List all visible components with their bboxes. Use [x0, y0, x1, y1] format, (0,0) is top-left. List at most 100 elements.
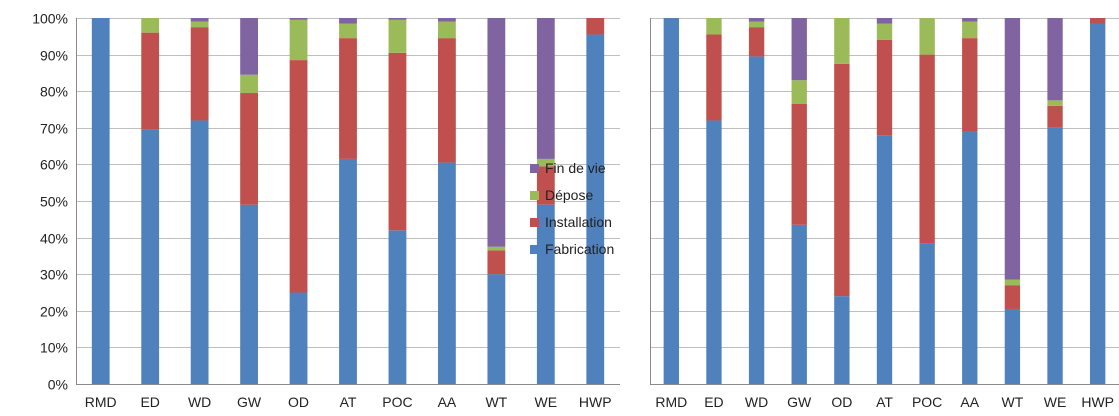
x-tick-label: POC — [912, 394, 942, 410]
bar-segment-gw-0 — [791, 224, 807, 384]
bar-segment-od-2 — [834, 18, 850, 64]
y-tick-label: 30% — [40, 267, 68, 283]
bar-segment-wd-0 — [748, 56, 765, 385]
bar-segment-aa-3 — [962, 18, 978, 22]
bar-segment-aa-1 — [962, 38, 978, 132]
bar-segment-hwp-1 — [1090, 18, 1106, 24]
bar-segment-ed-0 — [706, 120, 722, 384]
x-tick-label: WE — [535, 394, 558, 410]
x-tick-label: RMD — [655, 394, 687, 410]
bar-segment-wd-2 — [190, 21, 209, 28]
bar-segment-od-2 — [289, 19, 308, 61]
bar-segment-wt-1 — [487, 250, 506, 275]
bar-segment-we-3 — [1047, 18, 1063, 101]
bar-segment-gw-1 — [240, 93, 258, 205]
bar-segment-poc-2 — [388, 19, 407, 53]
bar-segment-hwp-1 — [586, 18, 605, 35]
x-tick-label: POC — [382, 394, 412, 410]
bar-segment-at-0 — [876, 135, 893, 384]
legend: Fin de vie Dépose Installation Fabrication — [530, 160, 614, 257]
bar-segment-at-1 — [876, 39, 893, 136]
y-tick-label: 40% — [40, 231, 68, 247]
bar-segment-poc-0 — [388, 230, 407, 384]
bar-segment-poc-1 — [388, 52, 407, 231]
bar-segment-od-0 — [834, 296, 850, 384]
x-tick-label: AT — [876, 394, 893, 410]
bar-segment-wt-1 — [1004, 285, 1021, 309]
bar-segment-poc-3 — [388, 18, 407, 20]
bar-segment-at-1 — [339, 38, 357, 159]
bar-segment-wd-3 — [748, 18, 765, 22]
y-tick-label: 90% — [40, 48, 68, 64]
bar-segment-we-1 — [1047, 105, 1063, 128]
bar-segment-aa-2 — [962, 21, 978, 39]
bar-segment-gw-3 — [791, 18, 807, 81]
bar-segment-wt-0 — [487, 274, 506, 384]
bar-segment-we-1 — [536, 166, 555, 205]
bar-segment-wd-3 — [190, 18, 209, 22]
bar-segment-we-2 — [536, 158, 555, 167]
bar-segment-od-1 — [834, 63, 850, 297]
bar-segment-aa-0 — [438, 162, 456, 384]
bar-segment-rmd-0 — [663, 18, 679, 384]
bar-segment-at-0 — [339, 158, 357, 384]
bar-segment-hwp-0 — [1090, 23, 1106, 385]
bar-segment-ed-2 — [141, 18, 160, 33]
bar-segment-aa-2 — [438, 21, 456, 39]
bar-segment-we-3 — [536, 18, 555, 159]
x-tick-label: RMD — [85, 394, 117, 410]
bar-segment-wd-0 — [190, 120, 209, 384]
x-tick-label: WT — [485, 394, 507, 410]
bar-segment-at-3 — [339, 18, 357, 24]
x-tick-label: ED — [704, 394, 723, 410]
bar-segment-we-0 — [1047, 127, 1063, 385]
bar-segment-gw-3 — [240, 18, 258, 75]
bar-segment-wt-2 — [1004, 279, 1021, 286]
bar-segment-at-2 — [876, 23, 893, 40]
bar-segment-wt-0 — [1004, 308, 1021, 384]
plot-right: RMD ED WD GW OD AT POC AA WT WE HWP — [650, 18, 1119, 410]
x-tick-label: WE — [1044, 394, 1067, 410]
x-tick-label: GW — [787, 394, 812, 410]
y-tick-label: 50% — [40, 194, 68, 210]
bar-segment-wd-1 — [190, 27, 209, 121]
x-tick-label: OD — [831, 394, 852, 410]
x-tick-label: AA — [438, 394, 457, 410]
bar-segment-wt-3 — [487, 18, 506, 247]
y-tick-label: 60% — [40, 157, 68, 173]
bar-segment-gw-1 — [791, 104, 807, 225]
x-tick-label: WD — [188, 394, 211, 410]
bar-segment-hwp-0 — [586, 34, 605, 384]
x-tick-label: AT — [340, 394, 357, 410]
bar-segment-od-0 — [289, 292, 308, 384]
y-tick-label: 10% — [40, 340, 68, 356]
bar-segment-wd-1 — [748, 27, 765, 57]
legend-label: Fabrication — [545, 241, 614, 257]
y-tick-label: 80% — [40, 84, 68, 100]
x-tick-label: GW — [237, 394, 262, 410]
plot-left: 0% 10% 20% 30% 40% 50% 60% 70% 80% 90% 100% RMD ED WD… — [32, 11, 620, 410]
x-tick-label: WD — [745, 394, 768, 410]
legend-swatch — [530, 245, 539, 254]
legend-label: Fin de vie — [545, 160, 606, 176]
bar-segment-we-0 — [536, 204, 555, 384]
legend-swatch — [530, 164, 539, 173]
bar-segment-aa-3 — [438, 18, 456, 22]
bar-segment-we-2 — [1047, 100, 1063, 106]
y-tick-label: 0% — [48, 377, 68, 393]
y-tick-label: 100% — [32, 11, 68, 27]
bar-segment-gw-2 — [240, 74, 258, 94]
legend-label: Dépose — [545, 187, 593, 203]
x-tick-label: WT — [1002, 394, 1024, 410]
bar-segment-wt-2 — [487, 246, 506, 251]
bar-segment-ed-1 — [141, 32, 160, 130]
bar-segment-gw-0 — [240, 204, 258, 384]
bar-segment-rmd-0 — [91, 18, 110, 384]
bar-segment-gw-2 — [791, 80, 807, 105]
x-tick-label: HWP — [1081, 394, 1114, 410]
legend-swatch — [530, 218, 539, 227]
legend-label: Installation — [545, 214, 612, 230]
bar-segment-ed-1 — [706, 34, 722, 121]
bar-segment-od-3 — [289, 18, 308, 20]
